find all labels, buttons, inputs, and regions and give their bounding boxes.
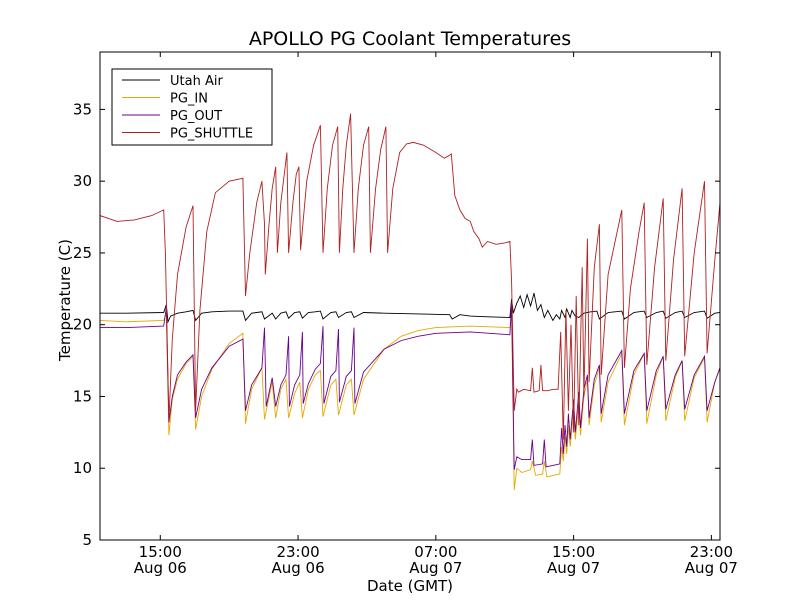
x-tick-label-time: 15:00 <box>139 543 182 561</box>
x-tick-label-date: Aug 07 <box>685 559 738 577</box>
x-tick-label-date: Aug 07 <box>409 559 462 577</box>
legend-label: Utah Air <box>170 74 223 89</box>
x-tick-label-date: Aug 06 <box>271 559 324 577</box>
x-tick-label-time: 07:00 <box>414 543 457 561</box>
y-tick-label: 20 <box>73 316 92 334</box>
y-tick-label: 5 <box>82 531 92 549</box>
x-tick-label-time: 23:00 <box>276 543 319 561</box>
series-line-pg-shuttle <box>100 113 720 440</box>
legend-label: PG_IN <box>170 92 208 107</box>
series-line-pg-out <box>100 303 720 470</box>
y-tick-label: 30 <box>73 172 92 190</box>
legend-label: PG_OUT <box>170 109 222 124</box>
x-tick-label-date: Aug 07 <box>547 559 600 577</box>
y-tick-label: 25 <box>73 244 92 262</box>
x-tick-label-time: 15:00 <box>552 543 595 561</box>
x-axis-label: Date (GMT) <box>367 577 453 595</box>
y-axis: 5 10 15 20 25 30 35 <box>73 100 720 549</box>
legend-label: PG_SHUTTLE <box>170 127 253 142</box>
x-tick-label-time: 23:00 <box>690 543 733 561</box>
plot-frame <box>99 51 721 541</box>
y-tick-label: 35 <box>73 100 92 118</box>
y-axis-label: Temperature (C) <box>56 239 74 362</box>
series-layer <box>100 113 720 490</box>
y-tick-label: 15 <box>73 387 92 405</box>
chart-title: APOLLO PG Coolant Temperatures <box>249 28 571 50</box>
x-tick-label-date: Aug 06 <box>134 559 187 577</box>
y-tick-label: 10 <box>73 459 92 477</box>
legend: Utah Air PG_IN PG_OUT PG_SHUTTLE <box>111 68 273 146</box>
